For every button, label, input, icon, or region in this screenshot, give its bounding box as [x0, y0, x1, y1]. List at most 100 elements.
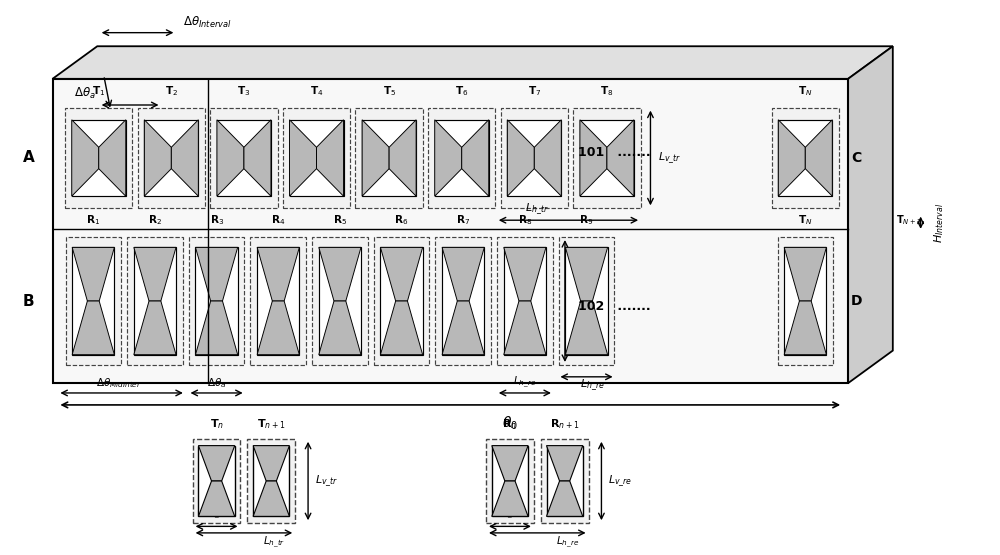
Polygon shape	[492, 446, 528, 481]
Text: R$_6$: R$_6$	[394, 214, 409, 228]
Polygon shape	[492, 481, 528, 516]
Bar	[319, 248, 361, 355]
Polygon shape	[362, 120, 389, 196]
Bar	[283, 108, 350, 208]
Bar	[193, 439, 240, 523]
Bar	[65, 108, 132, 208]
Bar	[374, 237, 429, 365]
Polygon shape	[805, 120, 832, 196]
Polygon shape	[195, 301, 238, 355]
Bar	[134, 248, 176, 355]
Text: T$_5$: T$_5$	[383, 84, 396, 98]
Polygon shape	[435, 120, 462, 196]
Bar	[53, 79, 848, 383]
Polygon shape	[253, 481, 289, 516]
Text: R$_5$: R$_5$	[333, 214, 347, 228]
Polygon shape	[462, 120, 489, 196]
Bar	[565, 248, 608, 355]
Text: $\theta_0$: $\theta_0$	[502, 415, 518, 432]
Text: $l_{h\_re}$: $l_{h\_re}$	[500, 506, 520, 521]
Text: $L_{v\_re}$: $L_{v\_re}$	[608, 473, 633, 489]
Bar	[778, 237, 833, 365]
Polygon shape	[217, 120, 244, 196]
Text: $L_{h\_tr}$: $L_{h\_tr}$	[263, 534, 285, 549]
Text: T$_2$: T$_2$	[165, 84, 178, 98]
Polygon shape	[244, 120, 271, 196]
Text: T$_n$: T$_n$	[210, 417, 224, 431]
Text: $\Delta\theta_{Interval}$: $\Delta\theta_{Interval}$	[183, 15, 232, 30]
Polygon shape	[504, 248, 546, 301]
Polygon shape	[442, 301, 484, 355]
Polygon shape	[134, 248, 176, 301]
Text: R$_4$: R$_4$	[271, 214, 285, 228]
Bar	[435, 120, 489, 196]
Text: T$_3$: T$_3$	[237, 84, 251, 98]
Text: T$_8$: T$_8$	[600, 84, 614, 98]
Text: T$_N$: T$_N$	[798, 214, 813, 228]
Text: $H_{Interval}$: $H_{Interval}$	[933, 203, 946, 243]
Bar	[580, 120, 634, 196]
Polygon shape	[317, 120, 344, 196]
Text: R$_8$: R$_8$	[518, 214, 532, 228]
Polygon shape	[290, 120, 317, 196]
Bar	[127, 237, 183, 365]
Text: T$_6$: T$_6$	[455, 84, 468, 98]
Text: $L_{h\_tr}$: $L_{h\_tr}$	[525, 202, 549, 218]
Polygon shape	[319, 301, 361, 355]
Bar	[138, 108, 205, 208]
Bar	[772, 108, 839, 208]
Bar	[198, 446, 235, 516]
Bar	[189, 237, 244, 365]
Bar	[355, 108, 423, 208]
Text: T$_N$: T$_N$	[798, 84, 813, 98]
Text: R$_2$: R$_2$	[148, 214, 162, 228]
Polygon shape	[144, 120, 171, 196]
Text: $L_{v\_tr}$: $L_{v\_tr}$	[658, 150, 682, 166]
Bar	[72, 248, 114, 355]
Bar	[210, 108, 278, 208]
Polygon shape	[504, 301, 546, 355]
Bar	[257, 248, 299, 355]
Text: $L_{h\_re}$: $L_{h\_re}$	[580, 378, 605, 393]
Text: $\Delta\theta_a$: $\Delta\theta_a$	[207, 376, 226, 390]
Polygon shape	[547, 481, 583, 516]
Polygon shape	[53, 46, 893, 79]
Text: R$_3$: R$_3$	[210, 214, 224, 228]
Polygon shape	[257, 301, 299, 355]
Bar	[290, 120, 344, 196]
Polygon shape	[778, 120, 805, 196]
Bar	[428, 108, 495, 208]
Bar	[559, 237, 614, 365]
Bar	[442, 248, 484, 355]
Bar	[247, 439, 295, 523]
Bar	[504, 248, 546, 355]
Text: T$_{N+1}$: T$_{N+1}$	[896, 214, 922, 228]
Polygon shape	[198, 481, 235, 516]
Text: $L_{h\_re}$: $L_{h\_re}$	[513, 375, 536, 390]
Polygon shape	[134, 301, 176, 355]
Bar	[541, 439, 589, 523]
Bar	[547, 446, 583, 516]
Polygon shape	[507, 120, 534, 196]
Polygon shape	[195, 248, 238, 301]
Text: D: D	[851, 294, 863, 308]
Polygon shape	[257, 248, 299, 301]
Polygon shape	[442, 248, 484, 301]
Polygon shape	[72, 301, 114, 355]
Polygon shape	[547, 446, 583, 481]
Polygon shape	[565, 301, 608, 355]
Bar	[501, 108, 568, 208]
Text: T$_1$: T$_1$	[92, 84, 105, 98]
Polygon shape	[72, 120, 99, 196]
Polygon shape	[784, 301, 826, 355]
Polygon shape	[380, 248, 423, 301]
Text: $\Delta\theta_a$: $\Delta\theta_a$	[74, 85, 96, 100]
Polygon shape	[580, 120, 607, 196]
Bar	[492, 446, 528, 516]
Text: $\Delta\theta_{MidInter}$: $\Delta\theta_{MidInter}$	[96, 376, 142, 390]
Bar	[778, 120, 832, 196]
Text: $L_{v\_tr}$: $L_{v\_tr}$	[315, 473, 338, 489]
Text: $L_{v\_re}$: $L_{v\_re}$	[573, 293, 597, 309]
Text: 101   .......: 101 .......	[578, 146, 651, 159]
Polygon shape	[198, 446, 235, 481]
